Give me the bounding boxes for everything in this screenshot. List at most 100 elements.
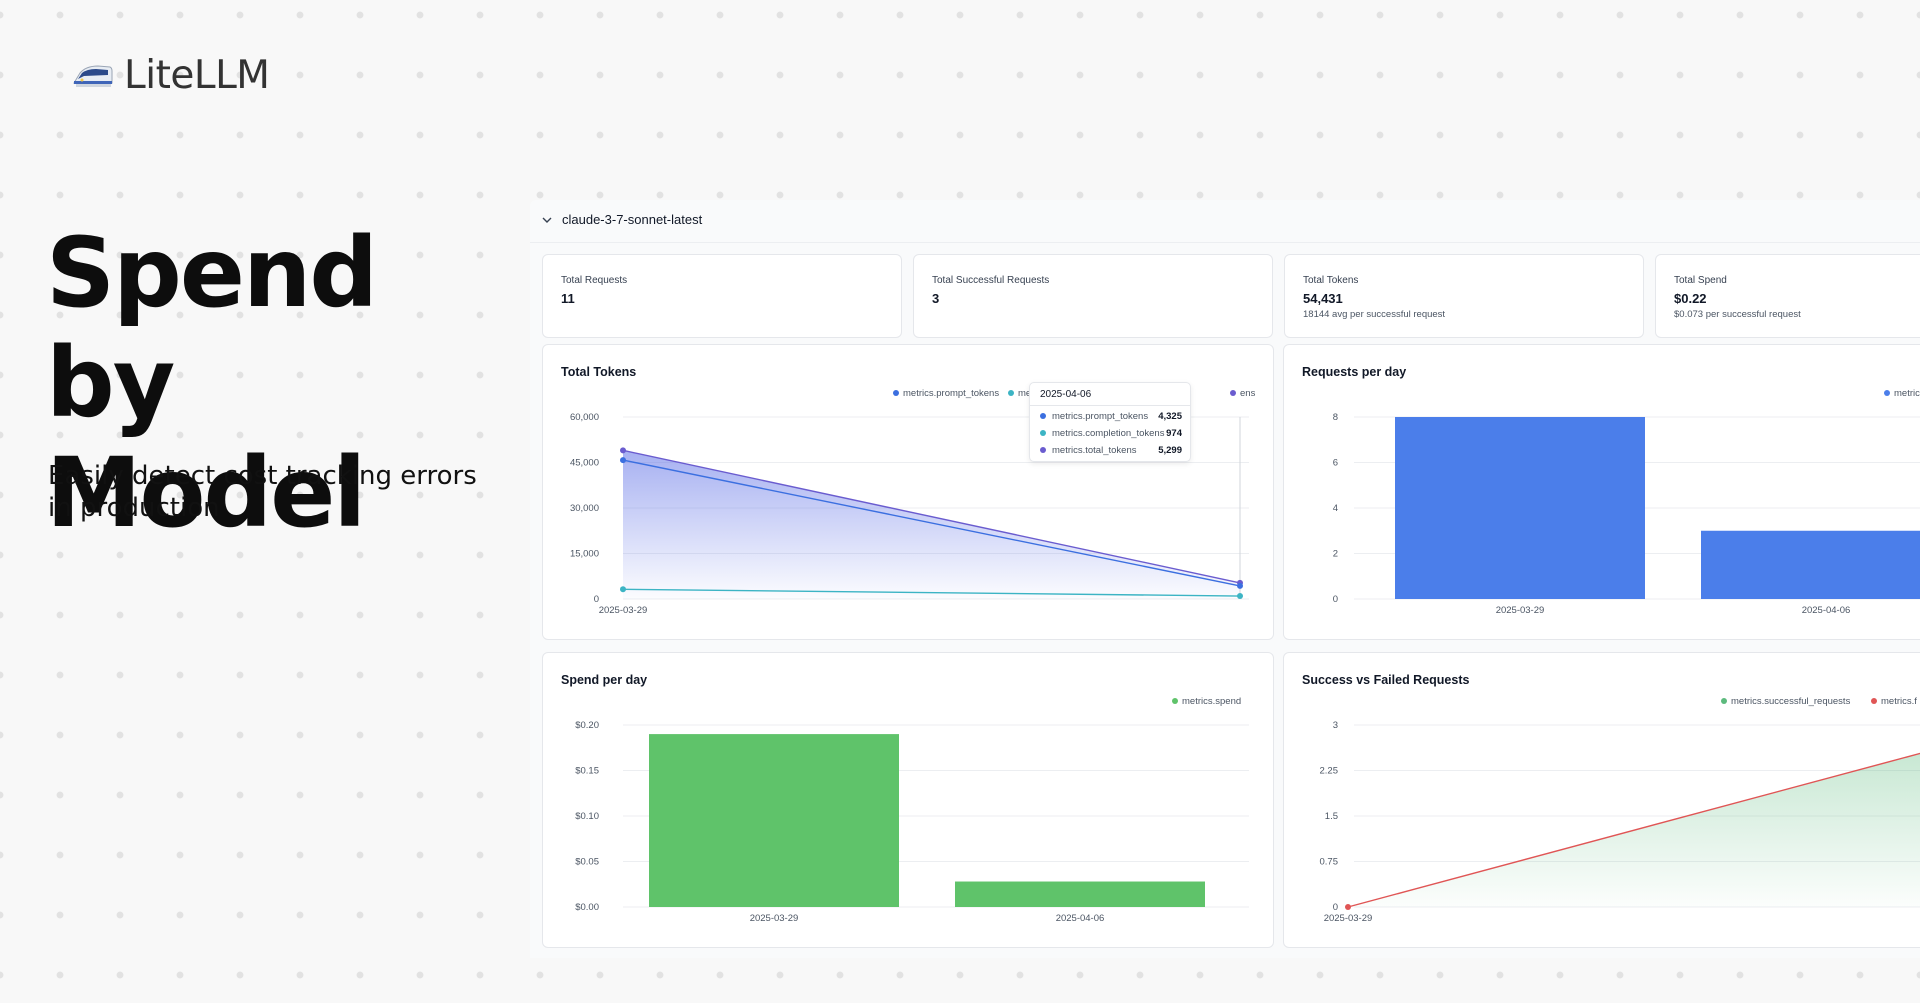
- data-point: [620, 457, 626, 464]
- stat-label: Total Spend: [1674, 275, 1727, 286]
- bar: [1395, 417, 1645, 599]
- legend-label: metric: [1894, 388, 1920, 399]
- tooltip-row: metrics.prompt_tokens 4,325: [1040, 409, 1182, 423]
- y-tick-label: 1.5: [1325, 811, 1338, 822]
- chart-title: Spend per day: [561, 673, 648, 687]
- y-tick-label: $0.05: [575, 857, 599, 868]
- legend-label: metrics.successful_requests: [1731, 696, 1851, 707]
- line-prompt-tokens: [622, 459, 1241, 587]
- stat-label: Total Successful Requests: [932, 275, 1050, 286]
- legend-label: me: [1018, 388, 1031, 399]
- bar: [955, 881, 1205, 907]
- legend-dot-icon: [1884, 390, 1890, 396]
- hero-title-line-2: Model: [46, 437, 366, 549]
- y-tick-label: 15,000: [570, 549, 599, 560]
- tooltip-label: metrics.completion_tokens: [1052, 427, 1165, 439]
- legend-label: metrics.spend: [1182, 696, 1241, 707]
- y-tick-label: 6: [1333, 458, 1338, 469]
- chart-title: Total Tokens: [561, 365, 637, 379]
- line-failed-requests: [1347, 752, 1920, 908]
- y-tick-label: 30,000: [570, 503, 599, 514]
- data-point: [1237, 582, 1243, 589]
- y-tick-label: 0.75: [1320, 857, 1339, 868]
- dashboard-panel: claude-3-7-sonnet-latest Total Requests …: [530, 200, 1920, 958]
- y-tick-label: $0.20: [575, 720, 599, 731]
- bar: [649, 734, 899, 907]
- tooltip-date: 2025-04-06: [1040, 389, 1092, 400]
- stat-card-total-spend: Total Spend $0.22 $0.073 per successful …: [1655, 254, 1920, 338]
- tooltip-label: metrics.prompt_tokens: [1052, 410, 1149, 422]
- line-total-tokens: [622, 449, 1241, 584]
- spend-bar-chart[interactable]: $0.20 $0.15 $0.10 $0.05 $0.00 2025-03-29 2025-…: [543, 653, 1275, 949]
- legend-dot-icon: [893, 390, 899, 396]
- x-tick-label: 2025-04-06: [1056, 913, 1105, 924]
- stat-value: $0.22: [1674, 291, 1707, 306]
- x-tick-label: 2025-03-29: [599, 605, 648, 616]
- legend-dot-icon: [1721, 698, 1727, 704]
- stat-value: 54,431: [1303, 291, 1343, 306]
- chart-title: Requests per day: [1302, 365, 1407, 379]
- x-tick-label: 2025-03-29: [1496, 605, 1545, 616]
- stat-label: Total Requests: [561, 275, 628, 286]
- legend-dot-icon: [1172, 698, 1178, 704]
- brand-name: LiteLLM: [124, 52, 270, 98]
- tooltip-row: metrics.completion_tokens 974: [1040, 426, 1182, 440]
- legend-dot-icon: [1871, 698, 1877, 704]
- logo: LiteLLM: [72, 50, 270, 100]
- chart-card-total-tokens: Total Tokens 60,000 45,000 30,000 15,000 0 20…: [542, 344, 1274, 640]
- bar: [1701, 530, 1920, 599]
- requests-bar-chart[interactable]: 8 6 4 2 0 2025-03-29 2025-04-06 metric: [1284, 345, 1920, 641]
- hero-subtitle: Easily detect cost tracking errors in pr…: [48, 461, 477, 523]
- legend-dot-icon: [1040, 430, 1046, 436]
- hero-title-line-1: Spend by: [46, 217, 378, 439]
- chart-tooltip: 2025-04-06 metrics.prompt_tokens 4,325 m…: [1029, 382, 1191, 462]
- tooltip-value: 974: [1166, 427, 1182, 439]
- y-tick-label: 2: [1333, 549, 1338, 560]
- stat-sub: $0.073 per successful request: [1674, 309, 1801, 320]
- model-accordion-header[interactable]: claude-3-7-sonnet-latest: [540, 212, 702, 227]
- y-tick-label: 3: [1333, 720, 1338, 731]
- divider: [530, 242, 1920, 243]
- tooltip-label: metrics.total_tokens: [1052, 444, 1137, 456]
- stat-sub: 18144 avg per successful request: [1303, 309, 1446, 320]
- y-tick-label: 8: [1333, 412, 1338, 423]
- legend-label: ens: [1240, 388, 1256, 399]
- legend-label: metrics.prompt_tokens: [903, 388, 999, 399]
- model-name: claude-3-7-sonnet-latest: [562, 212, 703, 227]
- bullet-train-icon: [73, 65, 113, 87]
- data-point: [1237, 593, 1243, 600]
- y-tick-label: 45,000: [570, 458, 599, 469]
- stat-label: Total Tokens: [1303, 275, 1359, 286]
- legend-label: metrics.f: [1881, 696, 1917, 707]
- legend-dot-icon: [1008, 390, 1014, 396]
- chart-card-spend-per-day: Spend per day $0.20 $0.15 $0.10 $0.05 $0.00 2…: [542, 652, 1274, 948]
- tooltip-divider: [1030, 405, 1190, 406]
- tooltip-row: metrics.total_tokens 5,299: [1040, 443, 1182, 457]
- y-tick-label: 0: [1333, 902, 1338, 913]
- data-point: [620, 586, 626, 593]
- y-tick-label: $0.15: [575, 766, 599, 777]
- x-tick-label: 2025-03-29: [750, 913, 799, 924]
- chart-card-success-vs-failed: Success vs Failed Requests 3 2.25 1.5 0.75 0…: [1283, 652, 1920, 948]
- chevron-down-icon[interactable]: [540, 213, 554, 227]
- x-tick-label: 2025-04-06: [1802, 605, 1851, 616]
- area-fill: [623, 450, 1240, 599]
- chart-title: Success vs Failed Requests: [1302, 673, 1470, 687]
- legend-dot-icon: [1040, 447, 1046, 453]
- data-point: [1345, 904, 1351, 910]
- tooltip-value: 5,299: [1158, 444, 1182, 456]
- y-tick-label: 4: [1333, 503, 1338, 514]
- chart-card-requests-per-day: Requests per day 8 6 4 2 0 2025-03-29 2025-04-…: [1283, 344, 1920, 640]
- data-point: [620, 447, 626, 454]
- tooltip-value: 4,325: [1158, 410, 1182, 422]
- stat-card-total-tokens: Total Tokens 54,431 18144 avg per succes…: [1284, 254, 1644, 338]
- line-completion-tokens: [622, 588, 1241, 597]
- stat-value: 11: [561, 291, 575, 306]
- y-tick-label: 0: [594, 594, 599, 605]
- y-tick-label: 2.25: [1320, 766, 1339, 777]
- stat-card-successful-requests: Total Successful Requests 3: [913, 254, 1273, 338]
- stat-value: 3: [932, 291, 940, 306]
- legend-dot-icon: [1040, 413, 1046, 419]
